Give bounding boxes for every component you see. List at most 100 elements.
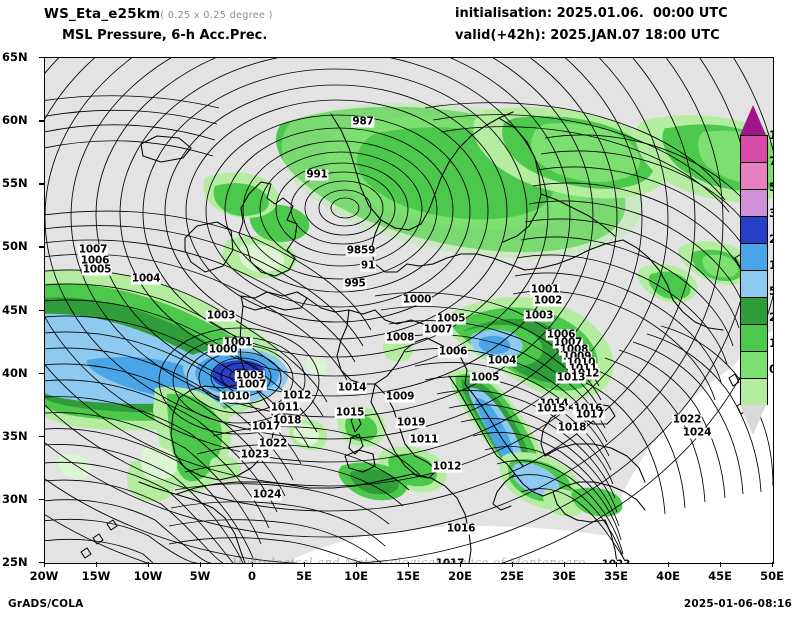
x-axis-label: 5W: [189, 569, 211, 583]
x-axis-tick: [564, 562, 566, 567]
isobar-label: 1001: [529, 283, 561, 296]
colorbar-band: [740, 162, 768, 189]
isobar-label: 1006: [79, 254, 111, 267]
colorbar-band: [740, 243, 768, 270]
colorbar-band: [740, 297, 768, 324]
x-axis-tick: [772, 562, 774, 567]
x-axis-tick: [96, 562, 98, 567]
isobar-label: 1011: [408, 433, 440, 446]
x-axis-tick: [304, 562, 306, 567]
x-axis-label: 20E: [448, 569, 472, 583]
x-axis-tick: [616, 562, 618, 567]
isobar-label: 1017: [574, 408, 606, 421]
colorbar-band: [740, 135, 768, 162]
isobar-label: 987: [351, 115, 375, 128]
x-axis-label: 40E: [656, 569, 680, 583]
isobar-label: 1022: [257, 437, 289, 450]
isobar-label: 1006: [545, 328, 577, 341]
isobar-label: 1002: [532, 294, 564, 307]
colorbar-tick-label: 0.5: [769, 362, 773, 376]
x-axis-label: 10E: [344, 569, 368, 583]
y-axis-label: 50N: [2, 239, 28, 254]
colorbar-band: [740, 270, 768, 297]
isobar-label: 1008: [558, 343, 590, 356]
isobar-label: 1000: [207, 343, 239, 356]
colorbar-tick-label: 1: [769, 336, 773, 350]
y-axis-tick: [39, 183, 44, 185]
y-axis-label: 35N: [2, 428, 28, 443]
x-axis-tick: [44, 562, 46, 567]
x-axis-label: 25E: [500, 569, 524, 583]
isobar-label: 1017: [250, 420, 282, 433]
footer-timestamp: 2025-01-06-08:16: [683, 598, 792, 610]
isobar-label: 9859: [345, 244, 377, 257]
model-resolution: ( 0.25 x 0.25 degree ): [160, 10, 273, 21]
isobar-label: 1023: [239, 448, 271, 461]
precipitation-colorbar: [740, 105, 768, 435]
isobar-label: 1016: [445, 522, 477, 535]
y-axis-label: 55N: [2, 176, 28, 191]
isobar-label: 1019: [395, 416, 427, 429]
isobar-label: 1006: [437, 345, 469, 358]
y-axis-tick: [39, 309, 44, 311]
isobar-label: 1004: [486, 354, 518, 367]
model-name: WS_Eta_e25km: [44, 6, 161, 22]
x-axis-label: 5E: [296, 569, 312, 583]
colorbar-tick-label: 5: [769, 284, 773, 298]
x-axis-tick: [148, 562, 150, 567]
y-axis-label: 60N: [2, 113, 28, 128]
map-plot-area[interactable]: 987 991 9859 91 995 1007 1006 1005 1004 1003 1000 1…: [44, 57, 774, 564]
model-title: WS_Eta_e25km( 0.25 x 0.25 degree ): [44, 6, 273, 22]
isobar-label: 1009: [561, 350, 593, 363]
isobar-label: 91: [359, 259, 377, 272]
x-axis-label: 50E: [760, 569, 784, 583]
isobar-label: 1007: [77, 243, 109, 256]
isobar-label: 1017: [434, 558, 466, 563]
y-axis-label: 30N: [2, 491, 28, 506]
isobar-label: 1018: [271, 414, 303, 427]
y-axis-tick: [39, 498, 44, 501]
valid-time: valid(+42h): 2025.JAN.07 18:00 UTC: [455, 28, 720, 43]
isobar-label: 1016: [572, 402, 604, 415]
isobar-label: 1005: [435, 312, 467, 325]
y-axis-tick: [39, 372, 44, 375]
isobar-label: 991: [305, 168, 329, 181]
colorbar-band: [740, 324, 768, 351]
colorbar-top-arrow: [740, 105, 766, 135]
isobar-label: 995: [343, 277, 367, 290]
colorbar-band: [740, 378, 768, 405]
x-axis-tick: [200, 562, 202, 567]
isobar-label: 1018: [556, 421, 588, 434]
isobar-label: 1012: [431, 460, 463, 473]
x-axis-label: 15E: [396, 569, 420, 583]
isobar-label: 1005: [469, 371, 501, 384]
x-axis-label: 0: [247, 569, 257, 583]
colorbar-tick-label: 20: [769, 232, 773, 246]
y-axis-tick: [39, 57, 44, 59]
y-axis-tick: [39, 120, 44, 122]
isobar-label: 1003: [234, 369, 266, 382]
x-axis-tick: [720, 562, 722, 567]
x-axis-label: 15W: [81, 569, 111, 583]
coastline-layer: [80, 111, 760, 563]
y-axis-label: 65N: [2, 50, 28, 64]
isobar-label: 1015: [535, 402, 567, 415]
colorbar-tick-label: 100: [769, 128, 773, 142]
colorbar-tick-label: 10: [769, 258, 773, 272]
colorbar-band: [740, 216, 768, 243]
colorbar-band: [740, 351, 768, 378]
isobar-label: 1001: [222, 336, 254, 349]
y-axis-tick: [39, 246, 44, 248]
colorbar-tick-label: 75: [769, 154, 773, 168]
x-axis-tick: [356, 562, 358, 567]
y-axis-label: 25N: [2, 555, 28, 569]
x-axis-label: 20W: [29, 569, 59, 583]
x-axis-tick: [512, 562, 514, 567]
colorbar-tick-label: 2: [769, 310, 773, 324]
isobar-label: 1011: [269, 401, 301, 414]
isobar-label: 1010: [565, 356, 597, 369]
watermark-text: Hydrological and Meteorological service …: [232, 555, 586, 564]
isobar-label: 1022: [671, 413, 703, 426]
isobar-label: 1013: [555, 371, 587, 384]
colorbar-band: [740, 189, 768, 216]
